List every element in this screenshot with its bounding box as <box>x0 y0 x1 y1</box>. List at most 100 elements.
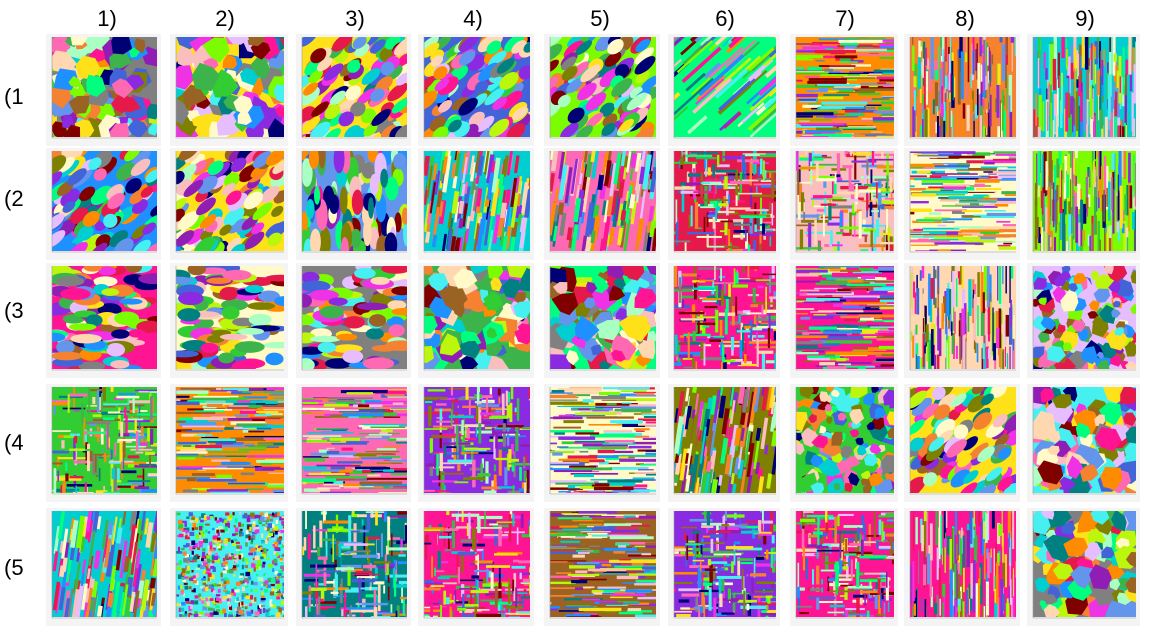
column-label-3: 3) <box>300 6 410 32</box>
microstructure-tile-r1-c3 <box>296 34 411 146</box>
microstructure-tile-r1-c7 <box>790 34 898 146</box>
microstructure-tile-r1-c5 <box>544 34 660 146</box>
column-label-8: 8) <box>910 6 1020 32</box>
column-label-7: 7) <box>790 6 900 32</box>
microstructure-image <box>1027 148 1140 260</box>
microstructure-image <box>46 508 161 626</box>
microstructure-image <box>544 508 660 626</box>
microstructure-tile-r4-c8 <box>904 384 1020 502</box>
microstructure-image <box>904 384 1020 502</box>
microstructure-image <box>904 34 1020 146</box>
microstructure-tile-r5-c6 <box>668 508 780 626</box>
microstructure-image <box>790 34 898 146</box>
microstructure-tile-r3-c1 <box>46 263 161 378</box>
microstructure-tile-r4-c4 <box>418 384 534 502</box>
microstructure-image <box>790 263 898 378</box>
microstructure-image <box>296 263 411 378</box>
row-label-4: (4 <box>4 430 24 456</box>
microstructure-tile-r5-c5 <box>544 508 660 626</box>
microstructure-tile-r3-c9 <box>1027 263 1140 378</box>
microstructure-tile-r5-c3 <box>296 508 411 626</box>
microstructure-tile-r3-c4 <box>418 263 534 378</box>
microstructure-image <box>544 384 660 502</box>
microstructure-tile-r2-c9 <box>1027 148 1140 260</box>
column-label-4: 4) <box>418 6 528 32</box>
microstructure-tile-r2-c2 <box>170 148 288 260</box>
microstructure-image <box>296 148 411 260</box>
microstructure-tile-r3-c5 <box>544 263 660 378</box>
microstructure-tile-r2-c4 <box>418 148 534 260</box>
microstructure-image <box>1027 263 1140 378</box>
microstructure-tile-r4-c3 <box>296 384 411 502</box>
microstructure-image <box>668 148 780 260</box>
microstructure-tile-r5-c2 <box>170 508 288 626</box>
microstructure-tile-r2-c1 <box>46 148 161 260</box>
microstructure-image <box>668 508 780 626</box>
microstructure-image <box>296 384 411 502</box>
microstructure-image <box>418 263 534 378</box>
microstructure-image <box>790 148 898 260</box>
microstructure-image <box>790 508 898 626</box>
microstructure-tile-r4-c7 <box>790 384 898 502</box>
microstructure-image <box>46 384 161 502</box>
microstructure-image <box>1027 34 1140 146</box>
microstructure-tile-r5-c8 <box>904 508 1020 626</box>
microstructure-tile-r5-c1 <box>46 508 161 626</box>
microstructure-tile-r1-c6 <box>668 34 780 146</box>
microstructure-tile-r1-c9 <box>1027 34 1140 146</box>
microstructure-image <box>790 384 898 502</box>
column-label-5: 5) <box>545 6 655 32</box>
row-label-5: (5 <box>4 555 24 581</box>
microstructure-tile-r4-c9 <box>1027 384 1140 502</box>
microstructure-image <box>170 384 288 502</box>
microstructure-tile-r3-c8 <box>904 263 1020 378</box>
microstructure-tile-r1-c2 <box>170 34 288 146</box>
microstructure-tile-r3-c3 <box>296 263 411 378</box>
microstructure-image <box>904 263 1020 378</box>
column-label-9: 9) <box>1030 6 1140 32</box>
microstructure-image <box>544 148 660 260</box>
column-label-6: 6) <box>670 6 780 32</box>
microstructure-image <box>544 263 660 378</box>
microstructure-tile-r3-c2 <box>170 263 288 378</box>
microstructure-image <box>1027 384 1140 502</box>
microstructure-tile-r1-c8 <box>904 34 1020 146</box>
microstructure-tile-r3-c7 <box>790 263 898 378</box>
column-label-2: 2) <box>170 6 280 32</box>
microstructure-image <box>418 34 534 146</box>
column-label-1: 1) <box>52 6 162 32</box>
row-label-3: (3 <box>4 298 24 324</box>
microstructure-image <box>668 263 780 378</box>
microstructure-tile-r4-c6 <box>668 384 780 502</box>
microstructure-image <box>1027 508 1140 626</box>
microstructure-image <box>418 508 534 626</box>
microstructure-tile-r2-c8 <box>904 148 1020 260</box>
microstructure-image <box>296 34 411 146</box>
microstructure-image <box>544 34 660 146</box>
microstructure-tile-r2-c6 <box>668 148 780 260</box>
microstructure-tile-r1-c1 <box>46 34 161 146</box>
microstructure-tile-r4-c5 <box>544 384 660 502</box>
microstructure-image <box>904 508 1020 626</box>
microstructure-tile-r1-c4 <box>418 34 534 146</box>
microstructure-image <box>46 34 161 146</box>
microstructure-tile-r5-c9 <box>1027 508 1140 626</box>
microstructure-image <box>170 263 288 378</box>
microstructure-tile-r4-c1 <box>46 384 161 502</box>
microstructure-image <box>904 148 1020 260</box>
microstructure-tile-r5-c4 <box>418 508 534 626</box>
microstructure-image <box>46 148 161 260</box>
microstructure-image <box>418 148 534 260</box>
microstructure-image <box>170 34 288 146</box>
row-label-2: (2 <box>4 186 24 212</box>
microstructure-tile-r2-c3 <box>296 148 411 260</box>
microstructure-tile-r2-c5 <box>544 148 660 260</box>
microstructure-image <box>46 263 161 378</box>
microstructure-tile-r4-c2 <box>170 384 288 502</box>
microstructure-image <box>170 508 288 626</box>
microstructure-image <box>668 34 780 146</box>
row-label-1: (1 <box>4 84 24 110</box>
microstructure-tile-r3-c6 <box>668 263 780 378</box>
microstructure-image <box>170 148 288 260</box>
